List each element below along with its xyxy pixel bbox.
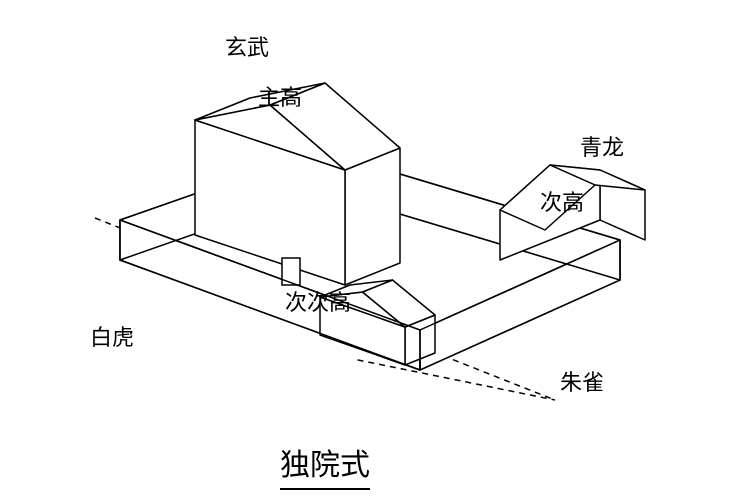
label-main-house: 主高 [258, 80, 302, 112]
label-west: 白虎 [90, 320, 134, 352]
title-text: 独院式 [280, 440, 370, 484]
label-secondary-house: 次高 [540, 185, 584, 217]
label-north: 玄武 [225, 30, 269, 62]
courtyard-diagram [0, 0, 750, 500]
label-east: 青龙 [580, 130, 624, 162]
diagram-title: 独院式 [280, 440, 370, 490]
title-underline [280, 488, 370, 490]
label-south: 朱雀 [560, 365, 604, 397]
label-tertiary-house: 次次高 [285, 285, 351, 317]
